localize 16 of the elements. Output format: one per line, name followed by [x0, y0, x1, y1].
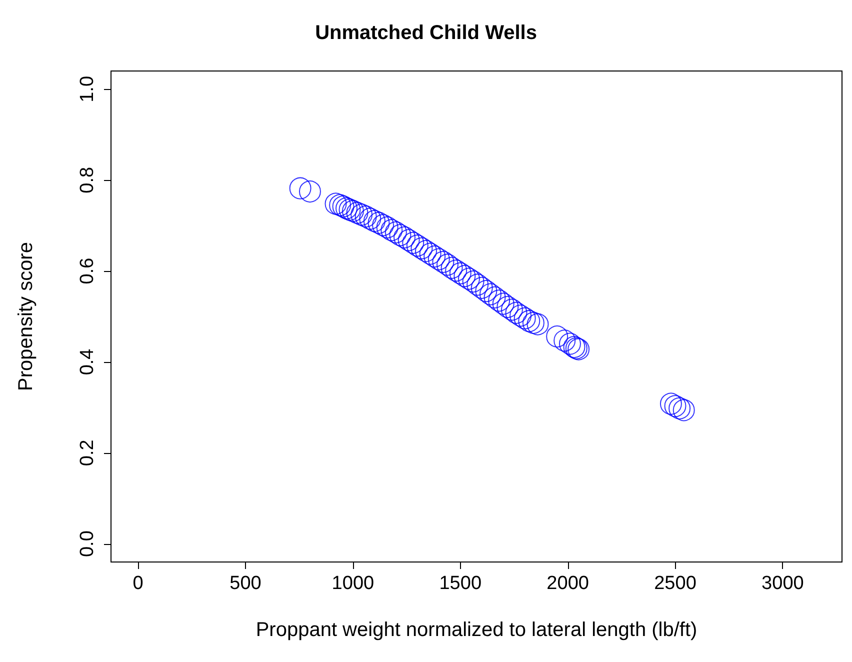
x-tick-label: 2000 — [546, 573, 589, 594]
y-tick-label: 1.0 — [77, 76, 98, 102]
x-axis-title: Proppant weight normalized to lateral length (lb/ft) — [256, 619, 698, 641]
x-tick-label: 1000 — [332, 573, 374, 594]
x-tick-label: 500 — [230, 573, 262, 594]
y-tick-label: 0.6 — [77, 258, 98, 284]
y-axis-title: Propensity score — [15, 242, 37, 391]
chart-title: Unmatched Child Wells — [315, 22, 537, 44]
x-tick-label: 3000 — [762, 573, 804, 594]
y-tick-label: 0.2 — [77, 440, 98, 466]
x-tick-label: 2500 — [654, 573, 696, 594]
y-tick-label: 0.0 — [77, 530, 98, 558]
x-tick-label: 0 — [132, 573, 144, 594]
x-tick-label: 1500 — [439, 573, 482, 594]
y-tick-label: 0.4 — [77, 348, 98, 376]
y-tick-label: 0.8 — [77, 166, 98, 194]
